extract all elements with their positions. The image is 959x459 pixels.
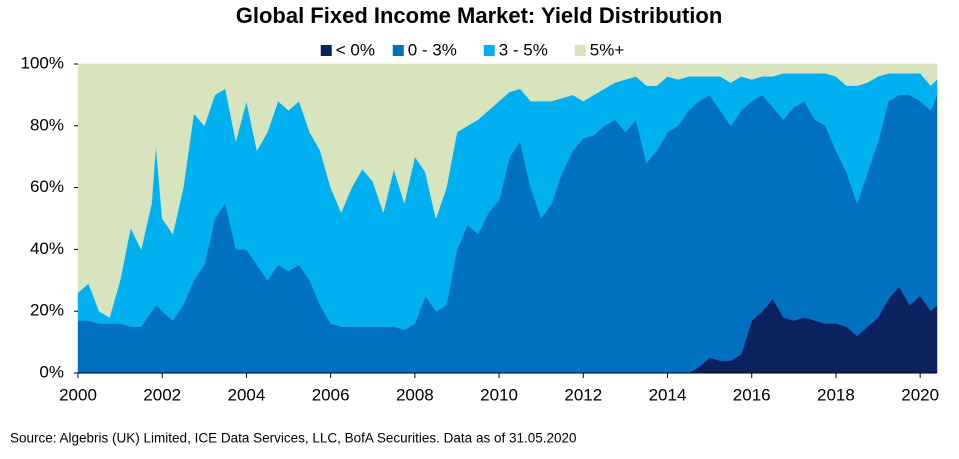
legend-swatch xyxy=(574,45,586,56)
legend-swatch xyxy=(483,45,495,56)
legend-label: < 0% xyxy=(336,40,375,59)
legend-label: 0 - 3% xyxy=(408,40,457,59)
x-tick-label: 2014 xyxy=(649,385,687,404)
x-tick-label: 2006 xyxy=(312,385,350,404)
legend-swatch xyxy=(392,45,404,56)
y-tick-label: 60% xyxy=(30,177,64,196)
x-tick-label: 2020 xyxy=(901,385,939,404)
x-tick-label: 2004 xyxy=(228,385,266,404)
legend-label: 3 - 5% xyxy=(499,40,548,59)
source-note: Source: Algebris (UK) Limited, ICE Data … xyxy=(10,431,577,446)
legend-swatch xyxy=(320,45,332,56)
x-tick-label: 2016 xyxy=(733,385,771,404)
x-tick-label: 2000 xyxy=(59,385,97,404)
y-tick-label: 100% xyxy=(21,53,64,72)
x-tick-label: 2002 xyxy=(143,385,181,404)
chart-title: Global Fixed Income Market: Yield Distri… xyxy=(236,3,723,28)
y-tick-label: 40% xyxy=(30,239,64,258)
area xyxy=(77,63,938,318)
x-tick-label: 2008 xyxy=(396,385,434,404)
x-tick-label: 2018 xyxy=(817,385,855,404)
y-tick-label: 20% xyxy=(30,301,64,320)
x-tick-label: 2012 xyxy=(564,385,602,404)
y-tick-label: 0% xyxy=(39,362,64,381)
legend-label: 5%+ xyxy=(590,40,625,59)
x-tick-label: 2010 xyxy=(480,385,518,404)
y-tick-label: 80% xyxy=(30,115,64,134)
